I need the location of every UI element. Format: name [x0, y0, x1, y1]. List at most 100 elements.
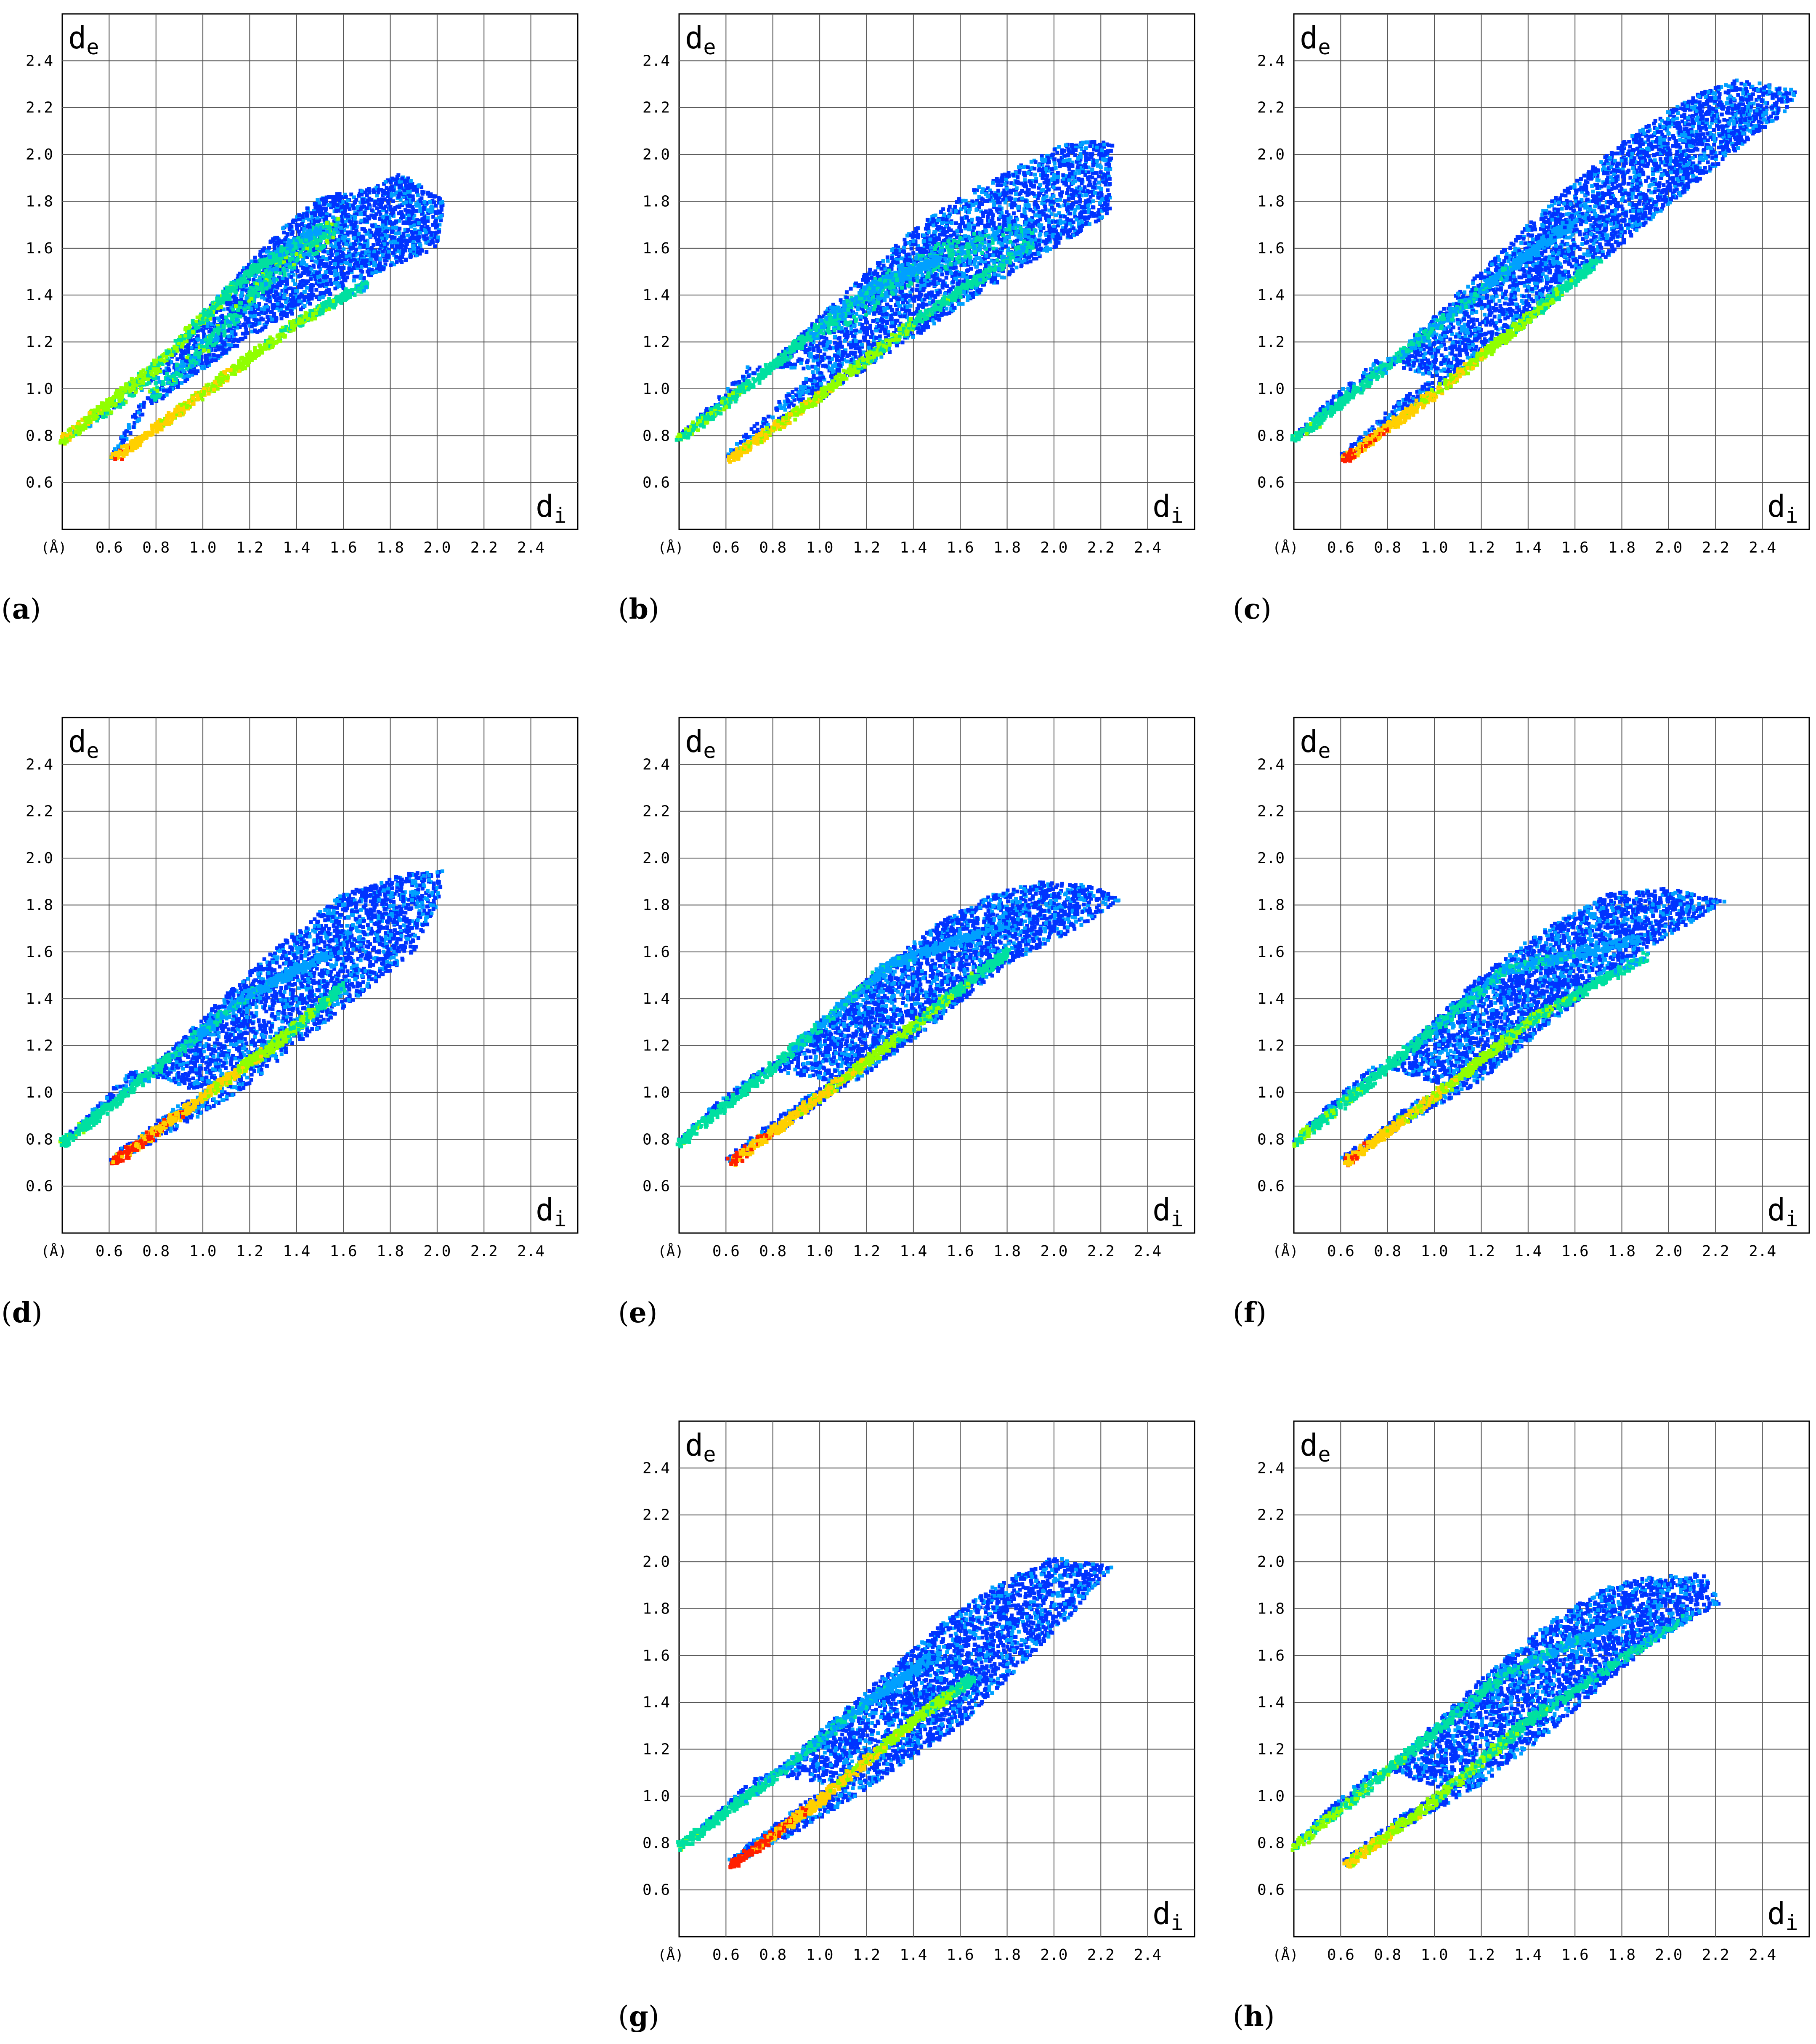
panel-caption-a: (a) [1, 593, 41, 625]
scatter-point [349, 242, 353, 246]
scatter-point [417, 221, 421, 225]
scatter-point [283, 328, 287, 332]
scatter-point [226, 307, 230, 311]
scatter-point [149, 399, 153, 403]
x-tick-label: 2.4 [517, 539, 544, 556]
scatter-point [114, 454, 119, 458]
scatter-point [396, 205, 399, 209]
scatter-point [341, 266, 345, 270]
scatter-point [420, 228, 424, 232]
scatter-point [194, 320, 198, 324]
scatter-point [269, 337, 273, 341]
scatter-point [316, 275, 320, 279]
scatter-point [190, 372, 194, 377]
scatter-point [259, 255, 263, 259]
scatter-point [393, 237, 397, 241]
scatter-point [267, 283, 271, 287]
scatter-point [220, 327, 224, 332]
scatter-point [1056, 223, 1060, 228]
scatter-point [262, 246, 266, 250]
scatter-point [308, 250, 312, 255]
scatter-point [428, 240, 432, 244]
scatter-point [367, 273, 371, 277]
scatter-point [328, 299, 332, 303]
y-tick-label: 1.2 [26, 334, 53, 351]
scatter-point [300, 244, 304, 248]
scatter-point [294, 242, 297, 246]
scatter-point [143, 436, 147, 440]
scatter-point [281, 276, 285, 280]
scatter-point [388, 227, 391, 231]
scatter-point [127, 426, 131, 430]
scatter-point [289, 286, 293, 290]
scatter-point [229, 320, 234, 324]
scatter-point [146, 373, 150, 377]
scatter-point [355, 261, 359, 265]
scatter-point [250, 302, 255, 306]
scatter-point [1067, 185, 1071, 189]
scatter-point [204, 361, 208, 365]
scatter-point [324, 199, 328, 203]
scatter-point [379, 217, 383, 221]
scatter-point [404, 241, 408, 245]
scatter-point [418, 231, 422, 235]
scatter-point [327, 203, 330, 207]
scatter-point [406, 176, 410, 181]
scatter-point [78, 426, 82, 430]
scatter-point [174, 409, 178, 414]
scatter-point [207, 391, 211, 396]
scatter-point [332, 219, 336, 223]
scatter-point [183, 359, 187, 363]
scatter-point [139, 439, 143, 444]
scatter-point [208, 338, 212, 342]
scatter-point [265, 315, 270, 319]
scatter-point [231, 344, 235, 348]
scatter-point [199, 319, 203, 324]
scatter-point [273, 295, 277, 299]
scatter-point [209, 328, 213, 332]
scatter-point [374, 270, 378, 274]
scatter-point [94, 413, 98, 417]
scatter-point [229, 306, 234, 310]
scatter-point [244, 325, 248, 329]
scatter-point [268, 255, 272, 259]
scatter-point [373, 235, 377, 239]
scatter-point [342, 219, 347, 223]
scatter-point [365, 188, 369, 192]
scatter-point [160, 354, 164, 359]
scatter-point [308, 226, 312, 230]
x-tick-label: 1.6 [330, 539, 357, 556]
scatter-point [314, 288, 319, 292]
scatter-point [260, 295, 264, 300]
scatter-point [400, 239, 404, 243]
scatter-point [297, 229, 301, 234]
scatter-point [420, 190, 425, 194]
scatter-point [190, 355, 194, 359]
scatter-point [214, 310, 218, 314]
scatter-point [360, 227, 364, 231]
scatter-point [306, 273, 311, 277]
scatter-point [174, 380, 178, 384]
scatter-point [253, 346, 257, 350]
scatter-point [155, 385, 159, 390]
scatter-point [260, 346, 265, 350]
scatter-point [230, 330, 234, 334]
scatter-point [295, 252, 299, 256]
scatter-point [268, 253, 273, 257]
scatter-point [130, 444, 135, 448]
y-tick-label: 0.8 [26, 427, 53, 444]
scatter-point [313, 248, 317, 253]
scatter-point [169, 360, 173, 364]
scatter-point [385, 210, 389, 214]
scatter-point [362, 205, 366, 209]
scatter-point [257, 302, 261, 306]
scatter-point [329, 201, 333, 205]
scatter-point [153, 398, 157, 402]
scatter-point [263, 306, 266, 310]
scatter-point [121, 452, 125, 456]
scatter-point [336, 238, 340, 242]
scatter-point [301, 257, 305, 261]
scatter-point [220, 346, 224, 350]
scatter-point [220, 314, 224, 318]
scatter-point [239, 337, 243, 341]
